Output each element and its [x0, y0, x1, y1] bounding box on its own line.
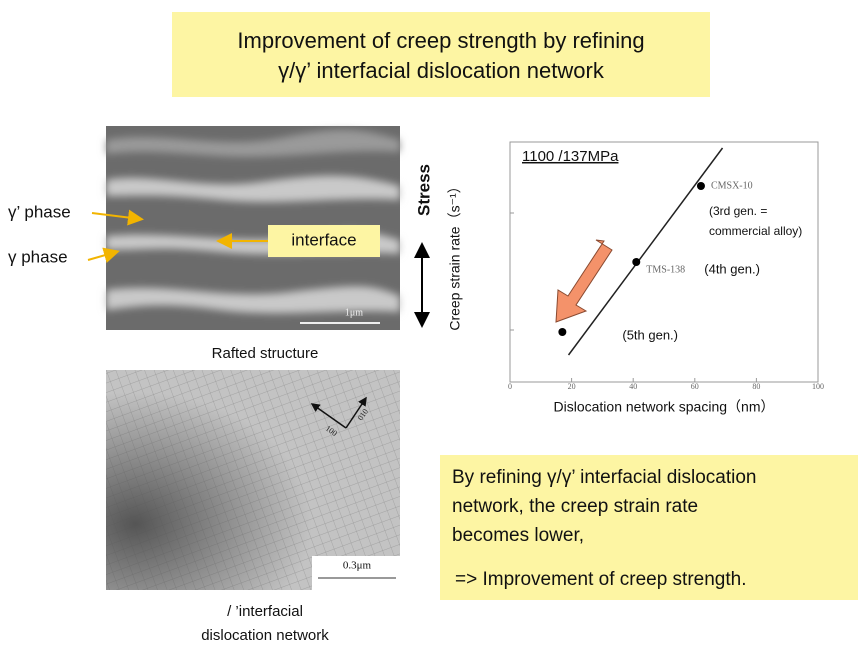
- summary-line: By refining γ/γ’ interfacial dislocation: [452, 467, 757, 488]
- scale-label: 1μm: [345, 307, 363, 318]
- chart-title: 1100 /137MPa: [522, 148, 619, 165]
- y-axis-label: Creep strain rate（s⁻¹）: [447, 179, 463, 330]
- slide: Improvement of creep strength by refinin…: [0, 0, 861, 653]
- alloy-label: TMS-138: [646, 264, 685, 275]
- title-box: [172, 12, 710, 97]
- alloy-label: CMSX-10: [711, 180, 753, 191]
- trend-arrow: [556, 240, 612, 322]
- caption: dislocation network: [201, 627, 329, 644]
- x-axis-label: Dislocation network spacing（nm）: [554, 399, 775, 415]
- fit-line: [569, 148, 723, 355]
- stress-label: Stress: [414, 164, 433, 216]
- x-tick-label: 80: [752, 382, 760, 391]
- gen-label: (5th gen.): [622, 327, 678, 342]
- point: [632, 258, 640, 266]
- x-tick-label: 100: [812, 382, 824, 391]
- gen-label: commercial alloy): [709, 224, 802, 238]
- gen-label: (4th gen.): [704, 261, 760, 276]
- title-line: γ/γ’ interfacial dislocation network: [278, 58, 605, 83]
- phase-label: γ’ phase: [8, 202, 71, 221]
- scale-label: 0.3μm: [343, 560, 372, 572]
- caption: Rafted structure: [212, 345, 319, 362]
- summary-line: becomes lower,: [452, 525, 584, 546]
- x-tick-label: 20: [568, 382, 576, 391]
- x-tick-label: 40: [629, 382, 637, 391]
- title-line: Improvement of creep strength by refinin…: [237, 28, 644, 53]
- point: [558, 328, 566, 336]
- summary-line: => Improvement of creep strength.: [455, 569, 747, 590]
- x-tick-label: 0: [508, 382, 512, 391]
- point: [697, 182, 705, 190]
- caption: / ’interfacial: [227, 603, 303, 620]
- gen-label: (3rd gen. =: [709, 204, 767, 218]
- phase-label: γ phase: [8, 247, 68, 266]
- plot-frame: [510, 142, 818, 382]
- creep-chart: 1100 /137MPa Creep strain rate（s⁻¹） Disl…: [447, 142, 824, 415]
- network-micrograph: 0.3μm 100 010: [106, 370, 400, 590]
- x-tick-label: 60: [691, 382, 699, 391]
- interface-label: interface: [291, 230, 356, 249]
- summary-line: network, the creep strain rate: [452, 496, 698, 517]
